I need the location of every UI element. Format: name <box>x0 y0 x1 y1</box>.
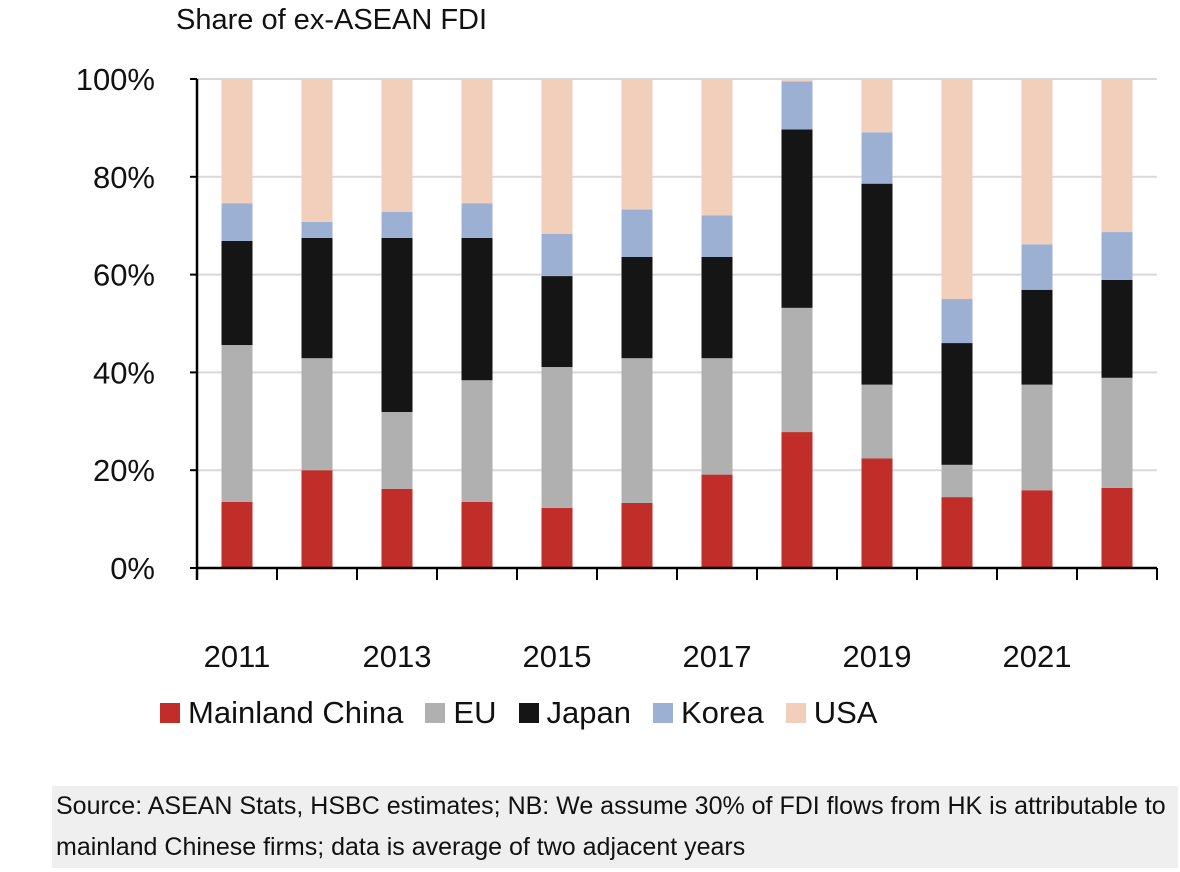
bar-segment-japan-2013 <box>381 237 413 413</box>
bar-segment-eu-2018 <box>781 307 813 433</box>
bar-segment-mainland-china-2019 <box>861 458 893 568</box>
y-tick-label: 40% <box>93 355 155 390</box>
bar-segment-mainland-china-2012 <box>301 470 333 568</box>
bar-segment-mainland-china-2016 <box>621 502 653 568</box>
legend-item: Japan <box>518 695 631 731</box>
bar-segment-japan-2012 <box>301 237 333 359</box>
bar-segment-japan-2014 <box>461 237 493 381</box>
bar-segment-usa-2011 <box>221 79 253 204</box>
bar-segment-usa-2019 <box>861 79 893 133</box>
bar-segment-mainland-china-2021 <box>1021 490 1053 568</box>
x-tick-label: 2015 <box>523 639 592 674</box>
chart-title: Share of ex-ASEAN FDI <box>176 4 488 36</box>
bar-segment-usa-2014 <box>461 79 493 204</box>
bar-segment-japan-2011 <box>221 240 253 346</box>
x-tick-label: 2017 <box>683 639 752 674</box>
bar-segment-usa-2020 <box>941 79 973 300</box>
bar-segment-eu-2019 <box>861 384 893 459</box>
legend-swatch <box>785 703 806 723</box>
source-note: Source: ASEAN Stats, HSBC estimates; NB:… <box>52 786 1178 868</box>
bar-segment-mainland-china-2022 <box>1101 487 1133 568</box>
bar-segment-eu-2011 <box>221 345 253 502</box>
x-tick-label: 2019 <box>843 639 912 674</box>
bar-segment-eu-2021 <box>1021 384 1053 491</box>
bar-segment-korea-2012 <box>301 221 333 238</box>
bar-segment-usa-2022 <box>1101 79 1133 233</box>
bar-segment-usa-2012 <box>301 79 333 222</box>
bar-segment-korea-2016 <box>621 209 653 257</box>
bar-segment-korea-2020 <box>941 299 973 344</box>
x-tick-label: 2021 <box>1003 639 1072 674</box>
bar-segment-mainland-china-2015 <box>541 507 573 568</box>
legend-item: EU <box>425 695 497 731</box>
bar-segment-eu-2013 <box>381 412 413 489</box>
bar-segment-eu-2014 <box>461 380 493 502</box>
legend-label: EU <box>453 695 497 730</box>
bar-segment-japan-2019 <box>861 183 893 385</box>
bar-segment-usa-2013 <box>381 79 413 213</box>
legend: Mainland China EU Japan Korea USA <box>160 695 899 731</box>
legend-label: Japan <box>546 695 631 730</box>
bar-segment-korea-2019 <box>861 132 893 184</box>
bar-segment-usa-2015 <box>541 79 573 235</box>
bar-segment-mainland-china-2020 <box>941 497 973 568</box>
bar-segment-korea-2017 <box>701 215 733 257</box>
bar-segment-japan-2018 <box>781 129 813 308</box>
legend-swatch <box>425 703 446 723</box>
bar-segment-usa-2018 <box>781 79 813 82</box>
y-tick-label: 0% <box>110 551 155 586</box>
bar-segment-japan-2021 <box>1021 289 1053 385</box>
legend-swatch <box>160 703 180 723</box>
bar-segment-korea-2018 <box>781 81 813 130</box>
bar-segment-eu-2015 <box>541 367 573 508</box>
legend-item: Korea <box>652 695 764 731</box>
legend-item: USA <box>785 695 878 731</box>
bar-segment-mainland-china-2014 <box>461 501 493 568</box>
bar-segment-mainland-china-2013 <box>381 488 413 568</box>
bar-segment-usa-2021 <box>1021 79 1053 245</box>
bar-segment-japan-2016 <box>621 256 653 359</box>
bar-segment-japan-2020 <box>941 343 973 465</box>
legend-label: USA <box>813 695 878 730</box>
bar-segment-eu-2020 <box>941 464 973 498</box>
bar-segment-japan-2022 <box>1101 279 1133 378</box>
legend-label: Mainland China <box>188 695 404 730</box>
bar-segment-japan-2017 <box>701 256 733 359</box>
x-tick-label: 2011 <box>204 639 271 674</box>
legend-swatch <box>518 703 539 723</box>
bar-segment-mainland-china-2017 <box>701 474 733 568</box>
bar-segment-korea-2013 <box>381 212 413 238</box>
bar-segment-mainland-china-2018 <box>781 432 813 568</box>
bar-segment-korea-2014 <box>461 203 493 238</box>
bar-segment-usa-2016 <box>621 79 653 210</box>
bar-segment-korea-2015 <box>541 234 573 277</box>
bar-segment-eu-2017 <box>701 358 733 475</box>
stacked-bar-chart: 0% 20% 40% 60% 80% 100% 2011 2013 2015 2017 2019 20… <box>76 62 1158 674</box>
bar-segment-mainland-china-2011 <box>221 501 253 568</box>
y-tick-label: 60% <box>93 258 155 293</box>
y-tick-label: 80% <box>93 160 155 195</box>
bar-segment-korea-2021 <box>1021 244 1053 290</box>
bar-segment-eu-2016 <box>621 358 653 503</box>
legend-item: Mainland China <box>160 695 403 731</box>
legend-label: Korea <box>680 695 764 730</box>
bar-segment-eu-2022 <box>1101 377 1133 488</box>
bar-segment-usa-2017 <box>701 79 733 216</box>
bar-segment-japan-2015 <box>541 276 573 368</box>
y-tick-label: 20% <box>93 453 155 488</box>
x-tick-label: 2013 <box>363 639 432 674</box>
y-tick-label: 100% <box>76 62 155 97</box>
bar-segment-korea-2022 <box>1101 232 1133 280</box>
bar-segment-korea-2011 <box>221 203 253 241</box>
legend-swatch <box>652 703 673 723</box>
bar-segment-eu-2012 <box>301 358 333 471</box>
